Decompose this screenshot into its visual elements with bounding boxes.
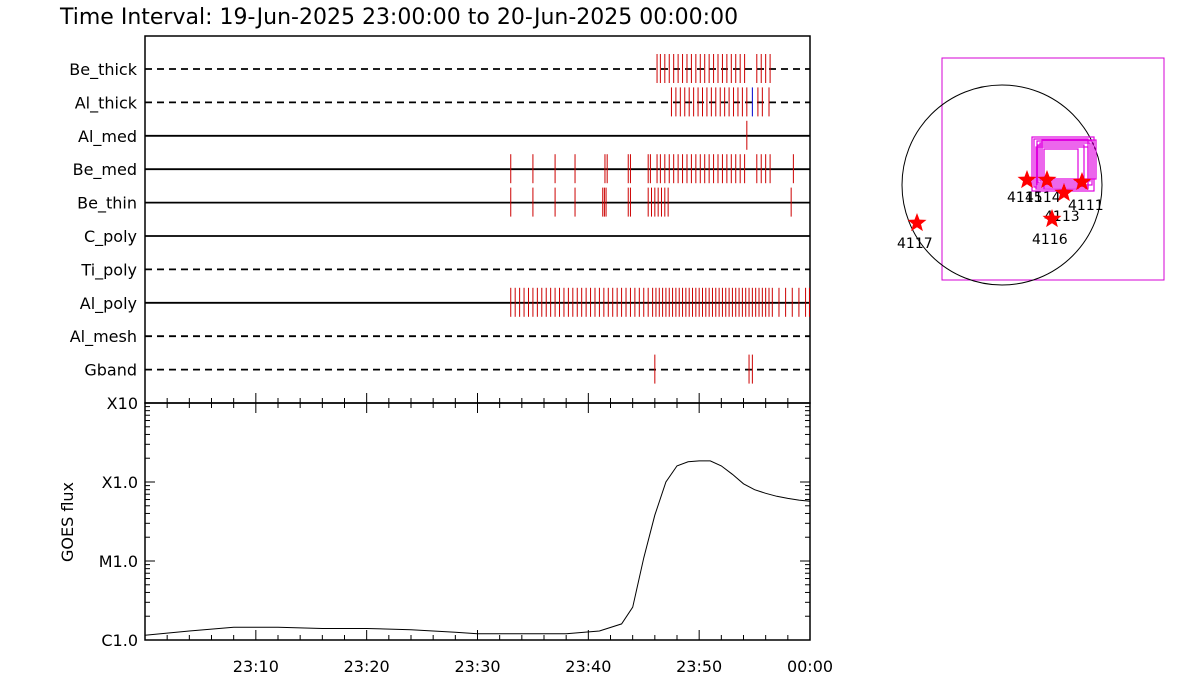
x-tick-label: 23:30 [454,657,500,676]
timeline-frame [144,35,811,404]
goes-ylabel: GOES flux [58,482,77,562]
solar-disk [901,84,1103,286]
filter-label-ti-poly: Ti_poly [80,260,137,280]
region-label-4111: 4111 [1068,198,1104,214]
y-tick-label: M1.0 [99,552,138,571]
x-tick-label: 23:10 [233,657,279,676]
observation-marks [510,54,810,384]
field-of-view-box [941,57,1165,281]
region-star-4115 [1017,170,1037,189]
filter-label-be-thin: Be_thin [77,194,137,214]
filter-label-al-med: Al_med [78,127,137,147]
x-tick-label: 23:50 [676,657,722,676]
region-star-4117 [907,213,927,232]
x-tick-label: 23:20 [344,657,390,676]
y-tick-label: X10 [107,394,138,413]
goes-frame [144,402,811,641]
region-box [1041,139,1097,180]
filter-label-al-mesh: Al_mesh [70,327,137,347]
region-star-4113 [1054,183,1074,202]
filter-label-c-poly: C_poly [84,227,137,247]
region-star-4111 [1072,172,1092,191]
y-tick-label: C1.0 [101,631,138,650]
region-label-4117: 4117 [897,236,933,252]
goes-flux-panel: C1.0 M1.0 X1.0 X10 23:10 23:20 23:30 23:40 23:5… [58,393,833,676]
chart-title: Time Interval: 19-Jun-2025 23:00:00 to 2… [59,5,738,30]
region-star-4114 [1037,170,1057,189]
goes-flux-line [144,460,811,636]
filter-timeline-panel: Be_thick Al_thick Al_med Be_med Be_thin C_pol… [69,35,811,404]
region-box [1037,144,1085,184]
filter-label-be-thick: Be_thick [69,60,137,80]
x-tick-label: 00:00 [787,657,833,676]
x-tick-label: 23:40 [565,657,611,676]
y-tick-label: X1.0 [102,473,138,492]
region-label-4115: 4115 [1007,190,1043,206]
filter-label-gband: Gband [84,361,137,380]
goes-y-tick-labels: C1.0 M1.0 X1.0 X10 [99,394,138,650]
filter-label-al-thick: Al_thick [75,93,138,113]
filter-label-be-med: Be_med [73,160,137,180]
region-label-4114: 4114 [1025,190,1061,206]
region-box [1043,148,1079,190]
region-box [1039,142,1091,182]
goes-x-tick-labels: 23:10 23:20 23:30 23:40 23:50 00:00 [233,657,833,676]
filter-rows: Be_thick Al_thick Al_med Be_med Be_thin C_pol… [69,60,810,380]
region-label-4116: 4116 [1032,232,1068,248]
goes-ticks [144,393,811,641]
region-star-4116 [1042,209,1062,228]
filter-label-al-poly: Al_poly [80,294,137,314]
